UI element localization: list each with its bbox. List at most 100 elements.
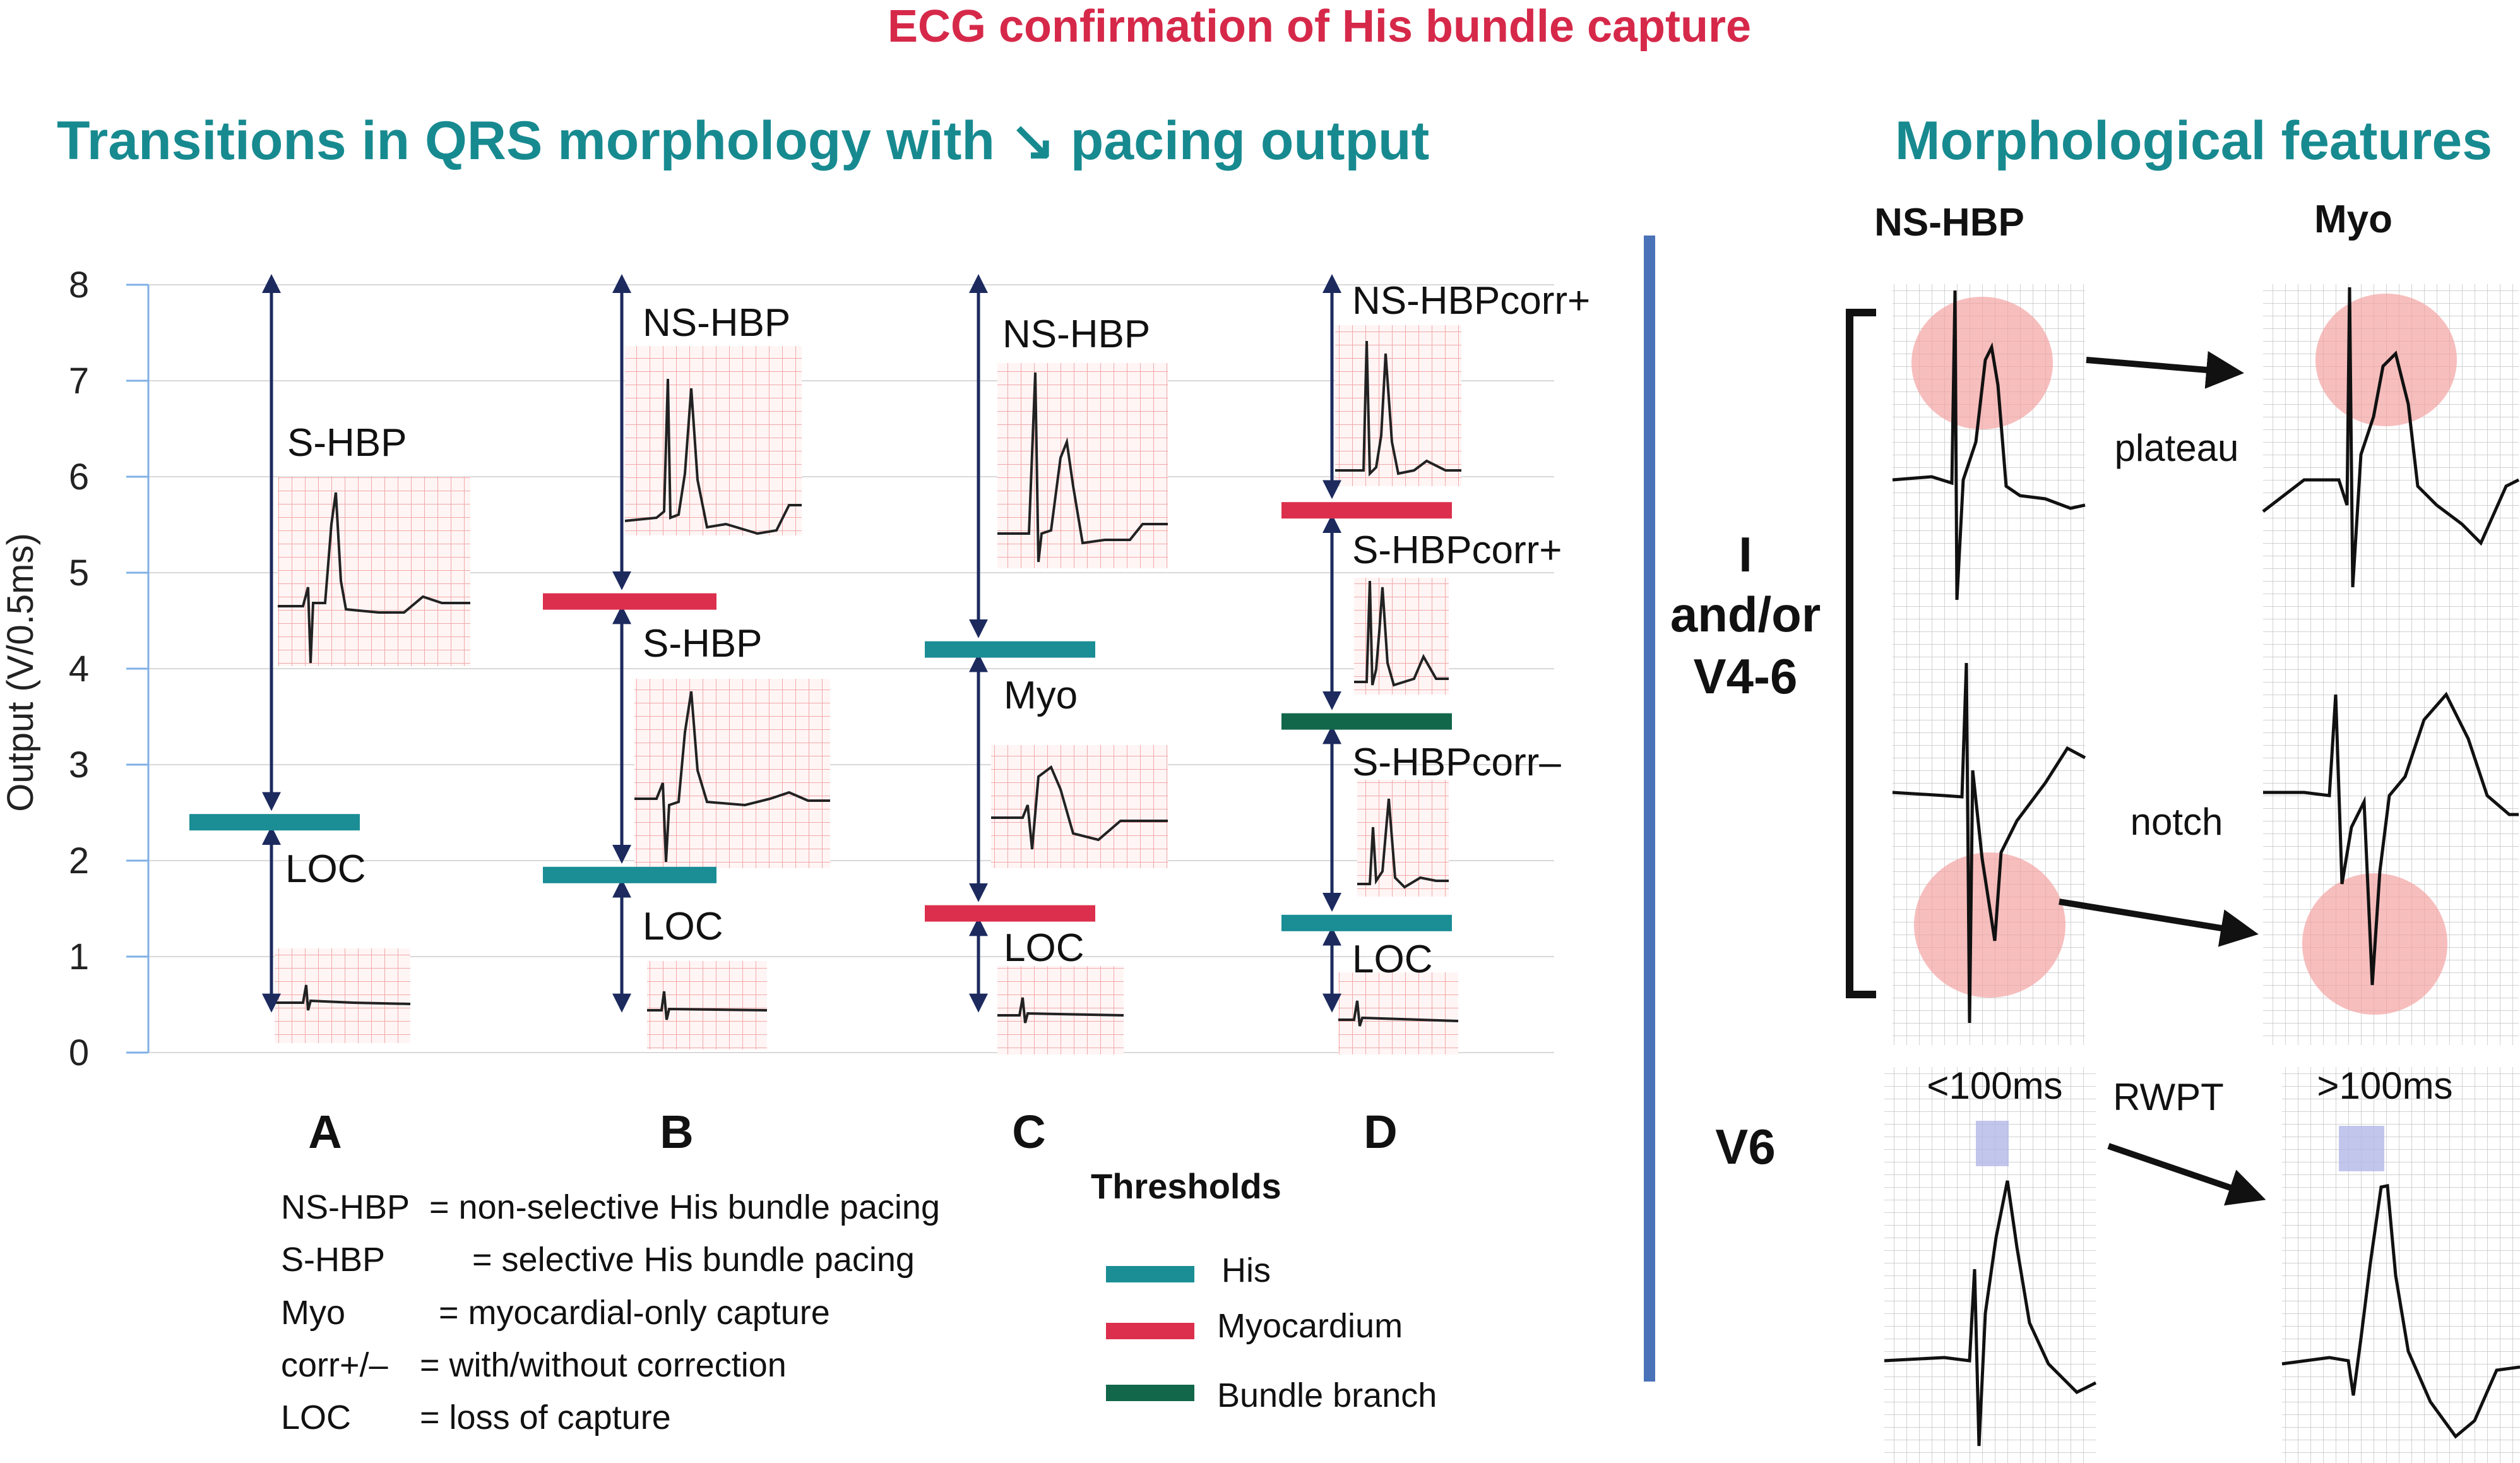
plateau-highlight-right	[2315, 294, 2457, 426]
ecg-trace-d-shbpcorr-plus	[1354, 580, 1449, 687]
y-tick-label: 8	[69, 265, 89, 306]
label-d-shbpcorr-plus: S-HBPcorr+	[1352, 528, 1562, 572]
threshold-bar-d-bundle-branch	[1281, 713, 1452, 730]
ecg-trace-c-myo	[991, 765, 1168, 850]
label-d-loc: LOC	[1352, 938, 1432, 981]
label-b-shbp: S-HBP	[643, 622, 762, 666]
thresholds-legend: Thresholds His Myocardium Bundle branch	[1091, 1166, 1437, 1414]
label-d-nshbpcorr-plus: NS-HBPcorr+	[1352, 279, 1590, 323]
abbr-definition: = non-selective His bundle pacing	[429, 1188, 940, 1226]
y-tick-label: 1	[69, 936, 89, 977]
threshold-bars	[189, 502, 1452, 931]
rwpt-value-left: <100ms	[1927, 1065, 2062, 1107]
abbr-definition: = with/without correction	[420, 1346, 787, 1384]
label-c-myo: Myo	[1004, 674, 1078, 717]
threshold-bar-a-his	[189, 814, 360, 831]
notch-highlight-left	[1914, 852, 2065, 998]
legend-label-bundle-branch: Bundle branch	[1217, 1376, 1437, 1414]
feature-label-plateau: plateau	[2115, 427, 2239, 469]
y-tick-label: 3	[69, 744, 89, 785]
label-b-loc: LOC	[643, 905, 723, 948]
legend-swatch-bundle-branch	[1106, 1385, 1194, 1401]
lead-label-v6: V6	[1715, 1119, 1775, 1174]
panel-labels: S-HBP LOC NS-HBP S-HBP LOC NS-HBP Myo LO…	[285, 279, 1590, 1158]
morph-trace-myo-i	[2262, 287, 2520, 588]
threshold-bar-d-myocardium	[1281, 502, 1452, 519]
y-tick-label: 7	[69, 361, 89, 402]
abbr-term: LOC	[281, 1399, 351, 1436]
lead-label-i: I	[1738, 527, 1752, 582]
abbr-term: Myo	[281, 1294, 345, 1332]
legend-swatch-myocardium	[1106, 1323, 1194, 1339]
abbr-term: NS-HBP	[281, 1188, 410, 1226]
rwpt-value-right: >100ms	[2317, 1065, 2452, 1107]
left-panel-title: Transitions in QRS morphology with ↘ pac…	[57, 110, 1429, 171]
y-tick-label: 5	[69, 552, 89, 594]
ecg-trace-b-nshbp	[624, 378, 802, 535]
rwpt-arrow	[2107, 1143, 2266, 1206]
label-c-loc: LOC	[1004, 926, 1084, 970]
ecg-trace-d-nshbpcorr-plus	[1335, 340, 1461, 477]
column-header-nshbp: NS-HBP	[1874, 201, 2024, 244]
ecg-trace-c-nshbp	[997, 372, 1168, 563]
legend-label-his: His	[1221, 1251, 1271, 1289]
threshold-bar-b-myocardium	[543, 593, 716, 610]
ecg-trace-a-loc	[275, 984, 411, 1011]
ecg-trace-b-loc	[647, 991, 768, 1020]
lead-label-and-or: and/or	[1670, 587, 1821, 642]
y-tick-label: 6	[69, 457, 89, 498]
label-a-loc: LOC	[285, 847, 366, 891]
plateau-highlight-left	[1911, 297, 2053, 429]
threshold-bar-c-myocardium	[925, 905, 1095, 922]
thresholds-legend-title: Thresholds	[1091, 1166, 1281, 1206]
lead-bracket	[1846, 309, 1876, 998]
ecg-trace-b-shbp	[634, 691, 830, 863]
figure-title: ECG confirmation of His bundle capture	[888, 1, 1751, 52]
panel-letter-a: A	[308, 1106, 342, 1158]
abbr-term: corr+/–	[281, 1346, 388, 1384]
panel-letter-b: B	[660, 1106, 693, 1158]
right-panel-title: Morphological features	[1895, 110, 2492, 171]
ecg-trace-c-loc	[997, 997, 1124, 1024]
abbr-definition: = selective His bundle pacing	[472, 1241, 915, 1279]
column-header-myo: Myo	[2314, 198, 2392, 241]
lead-label-v4-6: V4-6	[1694, 648, 1798, 704]
y-tick-label: 0	[69, 1032, 89, 1073]
abbr-definition: = loss of capture	[420, 1399, 671, 1436]
rwpt-highlight-left	[1976, 1121, 2009, 1166]
threshold-bar-b-his	[543, 866, 716, 883]
legend-swatch-his	[1106, 1266, 1194, 1282]
y-tick-label: 2	[69, 840, 89, 881]
y-axis: 0 1 2 3 4 5 6 7 8 Output (V/0.5ms)	[0, 265, 150, 1073]
rwpt-highlight-right	[2339, 1126, 2384, 1171]
morph-trace-myo-v	[2263, 691, 2519, 986]
ecg-trace-a-shbp	[278, 492, 470, 664]
abbreviation-legend: NS-HBP = non-selective His bundle pacing…	[281, 1188, 940, 1436]
label-b-nshbp: NS-HBP	[643, 301, 790, 345]
panel-letter-d: D	[1364, 1106, 1397, 1158]
threshold-bar-d-his	[1281, 914, 1452, 931]
morph-trace-nshbp-i	[1892, 290, 2086, 600]
plateau-arrow	[2086, 350, 2244, 389]
threshold-bar-c-his	[925, 641, 1095, 658]
feature-label-rwpt: RWPT	[2113, 1076, 2224, 1118]
label-c-nshbp: NS-HBP	[1002, 313, 1150, 356]
y-tick-label: 4	[69, 648, 89, 690]
notch-arrow	[2059, 899, 2259, 947]
feature-label-notch: notch	[2131, 801, 2223, 843]
label-a-shbp: S-HBP	[287, 421, 407, 465]
morphology-panel: NS-HBP Myo I and/or V4-6 V6 plateau	[1670, 198, 2520, 1463]
ecg-trace-d-shbpcorr-minus	[1357, 798, 1449, 889]
y-axis-label: Output (V/0.5ms)	[0, 533, 41, 812]
panel-letter-c: C	[1012, 1106, 1045, 1158]
label-d-shbpcorr-minus: S-HBPcorr–	[1352, 741, 1561, 784]
ecg-trace-d-loc	[1338, 1000, 1459, 1027]
output-range-arrows	[262, 274, 1341, 1013]
abbr-definition: = myocardial-only capture	[439, 1294, 830, 1332]
morph-trace-nshbp-v	[1892, 662, 2086, 1024]
ecg-strips-left	[275, 325, 1461, 1054]
legend-label-myocardium: Myocardium	[1217, 1307, 1403, 1345]
abbr-term: S-HBP	[281, 1241, 385, 1279]
morph-trace-nshbp-v6	[1884, 1180, 2097, 1447]
